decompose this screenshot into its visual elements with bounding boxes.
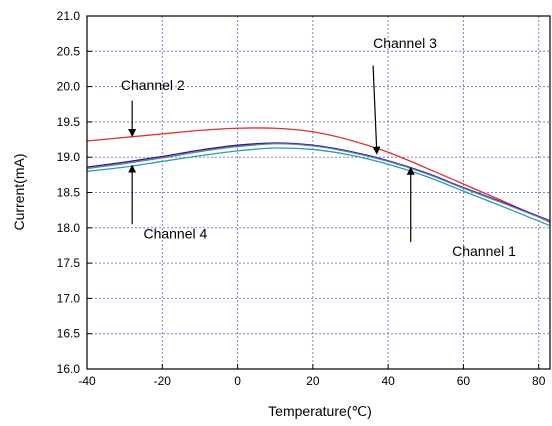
y-tick-label-4: 18.0 bbox=[57, 221, 81, 235]
annotation-label-channel-3: Channel 3 bbox=[373, 35, 437, 51]
x-tick-label-1: -20 bbox=[154, 374, 172, 388]
series-line-channel-3 bbox=[86, 142, 551, 222]
y-tick-label-6: 19.0 bbox=[57, 150, 81, 164]
x-tick-label-6: 80 bbox=[532, 374, 546, 388]
x-tick-label-2: 0 bbox=[234, 374, 241, 388]
y-axis-label: Current(mA) bbox=[11, 153, 27, 230]
y-tick-label-3: 17.5 bbox=[57, 256, 81, 270]
x-axis-label: Temperature(℃) bbox=[268, 403, 372, 419]
x-tick-label-0: -40 bbox=[78, 374, 96, 388]
y-tick-label-1: 16.5 bbox=[57, 327, 81, 341]
annotation-label-channel-4: Channel 4 bbox=[143, 225, 207, 241]
grid bbox=[87, 16, 550, 369]
y-tick-label-5: 18.5 bbox=[57, 186, 81, 200]
y-tick-label-0: 16.0 bbox=[57, 362, 81, 376]
x-tick-label-3: 20 bbox=[306, 374, 320, 388]
x-tick-label-4: 40 bbox=[381, 374, 395, 388]
series-lines bbox=[86, 127, 551, 227]
y-tick-label-8: 20.0 bbox=[57, 80, 81, 94]
y-tick-label-7: 19.5 bbox=[57, 115, 81, 129]
y-tick-label-9: 20.5 bbox=[57, 44, 81, 58]
y-tick-label-2: 17.0 bbox=[57, 291, 81, 305]
series-line-channel-1 bbox=[86, 143, 551, 223]
annotation-label-channel-2: Channel 2 bbox=[121, 77, 185, 93]
series-line-channel-2 bbox=[86, 127, 551, 223]
y-tick-label-10: 21.0 bbox=[57, 9, 81, 23]
x-tick-label-5: 60 bbox=[457, 374, 471, 388]
ticks: -40 -20 0 20 40 60 80 16.0 16.5 17.0 17.5 18.0 18.5 1… bbox=[57, 9, 546, 388]
annotations: Channel 2 Channel 3 Channel 4 Channel 1 bbox=[121, 35, 516, 259]
series-line-channel-4 bbox=[86, 147, 551, 227]
annotation-label-channel-1: Channel 1 bbox=[452, 243, 516, 259]
annotation-arrow-channel-3 bbox=[372, 65, 381, 155]
